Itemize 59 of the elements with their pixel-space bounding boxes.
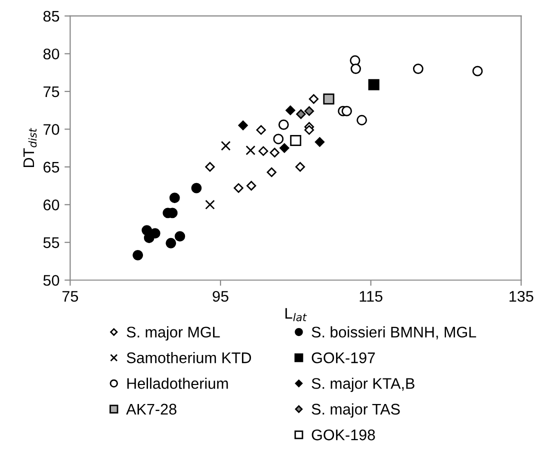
legend-label: S. major MGL [126, 326, 220, 341]
x-axis-title: L$_{lat}$ [285, 308, 307, 322]
point [191, 182, 202, 194]
point [132, 250, 144, 260]
point [169, 192, 180, 204]
point [270, 148, 280, 158]
point [412, 64, 424, 74]
y-tick-label: 80 [43, 48, 60, 60]
legend-label: GOK-197 [312, 352, 375, 364]
legend-label: AK7-28 [126, 404, 176, 415]
y-tick-label: 85 [43, 10, 60, 22]
legend-label: Samotherium KTD [126, 352, 252, 364]
legend-label: GOK-198 [312, 430, 375, 440]
x-tick-label: 75 [62, 291, 78, 302]
y-tick-label: 50 [43, 274, 60, 286]
point [296, 109, 306, 119]
y-tick-label: 55 [43, 237, 60, 248]
point [256, 125, 266, 135]
point [472, 66, 483, 76]
point [304, 106, 314, 116]
y-axis-title: DT$_{dist}$ [24, 128, 37, 168]
point [356, 114, 368, 126]
point [295, 162, 305, 172]
legend-label: Helladotherium [127, 378, 228, 389]
point [278, 119, 289, 130]
point [290, 134, 302, 146]
point [166, 238, 176, 248]
point [246, 145, 256, 156]
point [234, 183, 244, 193]
x-tick-label: 95 [212, 290, 228, 302]
point [205, 162, 215, 172]
y-tick-label: 65 [44, 162, 60, 173]
point [238, 120, 248, 130]
point [308, 94, 319, 104]
point [205, 200, 215, 210]
point [368, 79, 380, 90]
x-tick-label: 115 [360, 291, 382, 302]
point [246, 180, 256, 191]
x-tick-label: 135 [510, 290, 534, 302]
point [273, 134, 284, 144]
point [266, 167, 276, 178]
point [314, 137, 325, 147]
point [342, 106, 352, 116]
point [323, 93, 334, 105]
y-tick-label: 75 [44, 86, 60, 98]
point [220, 140, 231, 151]
point [258, 146, 268, 156]
point [304, 125, 314, 135]
legend-label: S. major TAS [312, 403, 400, 418]
point [286, 105, 296, 116]
y-tick-label: 70 [44, 124, 60, 135]
legend-label: S. major KTA,B [312, 378, 414, 392]
point [280, 143, 290, 153]
point [150, 228, 160, 239]
y-tick-label: 60 [44, 200, 60, 210]
point [174, 231, 186, 242]
legend-label: S. boissieri BMNH, MGL [312, 326, 476, 340]
point [350, 55, 360, 66]
point [350, 64, 362, 74]
